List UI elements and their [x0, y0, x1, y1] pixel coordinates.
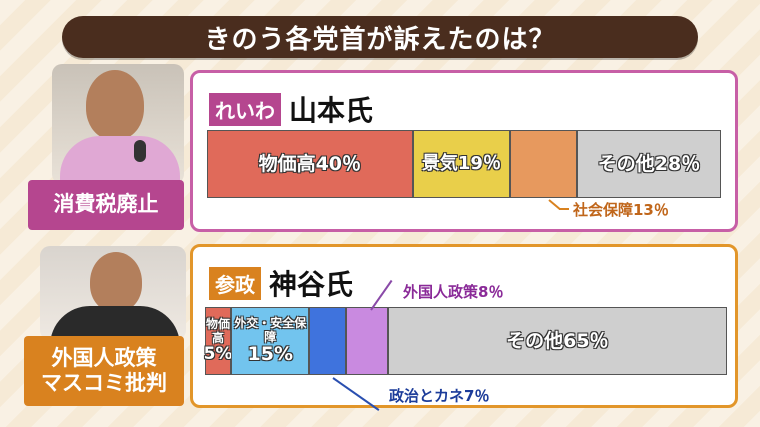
segment-gaiko-anzen: 外交・安全保障 15% [231, 307, 310, 375]
segment-bukka: 物価高40％ [207, 130, 413, 198]
leader-line-shakai-hosho-h [559, 208, 569, 210]
speaker-photo-kamiya [40, 246, 186, 340]
segment-bukka: 物価高 5% [204, 307, 232, 375]
segment-sonota: その他65％ [387, 307, 727, 375]
stacked-bar-reiwa: 物価高40％ 景気19％ その他28％ [207, 130, 721, 198]
segment-gaikokujin [345, 307, 388, 375]
segment-keiki: 景気19％ [412, 130, 511, 198]
speaker-label-yamamoto: 消費税廃止 [28, 180, 184, 230]
segment-shakai-hosho [510, 130, 578, 198]
party-tag-reiwa: れいわ [209, 92, 281, 126]
speaker-photo-yamamoto [52, 64, 184, 184]
panel-reiwa: れいわ 山本氏 物価高40％ 景気19％ その他28％ 社会保障13％ [190, 70, 738, 232]
leader-line-gaikokujin [370, 279, 393, 311]
speaker-name-kamiya: 神谷氏 [269, 268, 354, 301]
leader-line-seiji-kane [332, 377, 380, 411]
speaker-label-kamiya: 外国人政策 マスコミ批判 [24, 336, 184, 406]
stacked-bar-sansei: 物価高 5% 外交・安全保障 15% その他65％ [204, 307, 727, 375]
page-title: きのう各党首が訴えたのは？ [204, 24, 556, 55]
panel-sansei: 参政 神谷氏 物価高 5% 外交・安全保障 15% その他65％ 外国人政策8％ 政… [190, 244, 738, 411]
callout-seiji-kane: 政治とカネ7％ [389, 387, 490, 405]
segment-sonota: その他28％ [577, 130, 721, 198]
title-banner: きのう各党首が訴えたのは？ [62, 16, 698, 58]
callout-gaikokujin: 外国人政策8％ [403, 283, 504, 301]
callout-shakai-hosho: 社会保障13％ [573, 201, 669, 219]
party-tag-sansei: 参政 [209, 266, 261, 300]
speaker-name-yamamoto: 山本氏 [289, 94, 374, 127]
segment-seiji-kane [309, 307, 346, 375]
